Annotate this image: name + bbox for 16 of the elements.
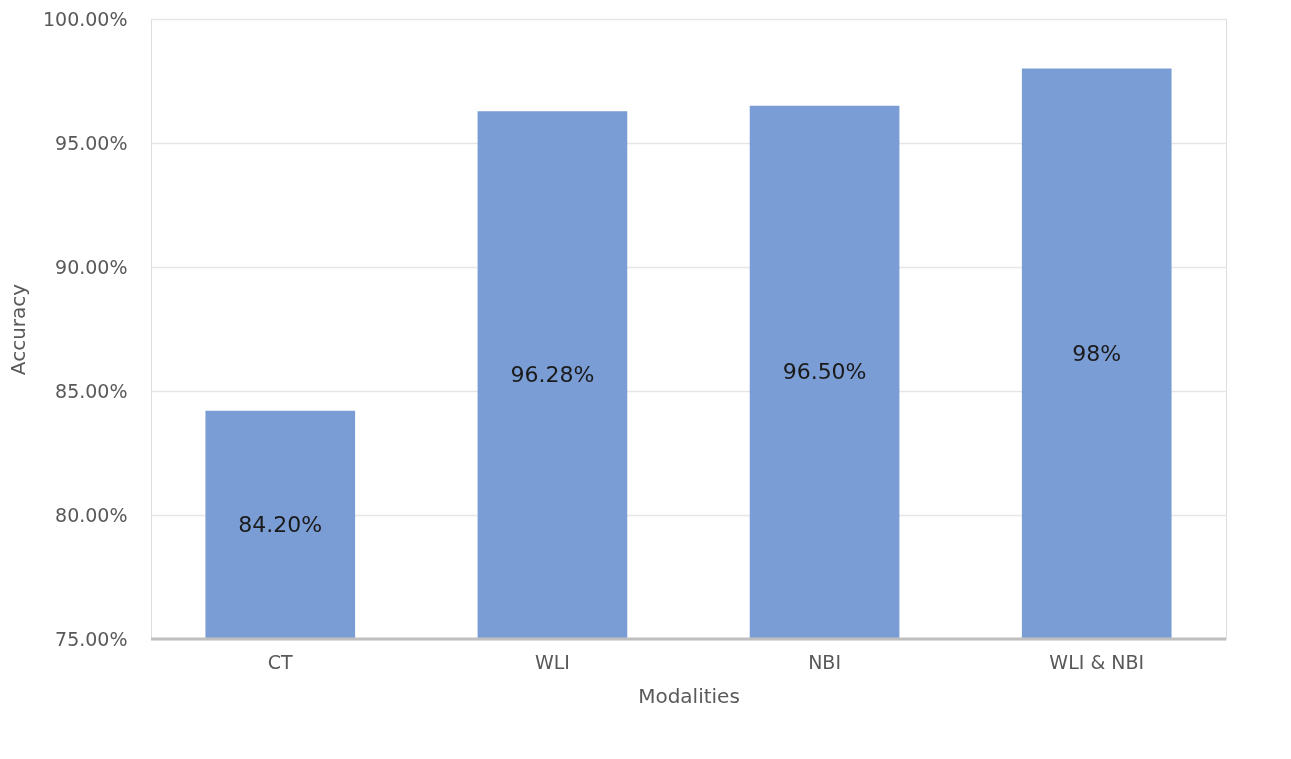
y-tick-label: 85.00% bbox=[55, 379, 128, 402]
data-label: 84.20% bbox=[238, 511, 323, 537]
x-axis-title: Modalities bbox=[638, 683, 740, 708]
y-tick-label: 80.00% bbox=[55, 503, 128, 526]
y-tick-label: 95.00% bbox=[55, 131, 128, 154]
y-axis-title: Accuracy bbox=[5, 283, 30, 376]
y-tick-label: 90.00% bbox=[55, 255, 128, 278]
data-label: 96.28% bbox=[510, 362, 595, 388]
data-label: 96.50% bbox=[782, 359, 867, 385]
x-tick-label: NBI bbox=[808, 650, 842, 673]
y-tick-label: 75.00% bbox=[55, 627, 128, 650]
y-tick-label: 100.00% bbox=[42, 7, 128, 30]
x-tick-label: WLI bbox=[534, 650, 570, 673]
x-tick-label: CT bbox=[267, 650, 294, 673]
data-label: 98% bbox=[1072, 340, 1122, 366]
x-tick-label: WLI & NBI bbox=[1049, 650, 1145, 673]
